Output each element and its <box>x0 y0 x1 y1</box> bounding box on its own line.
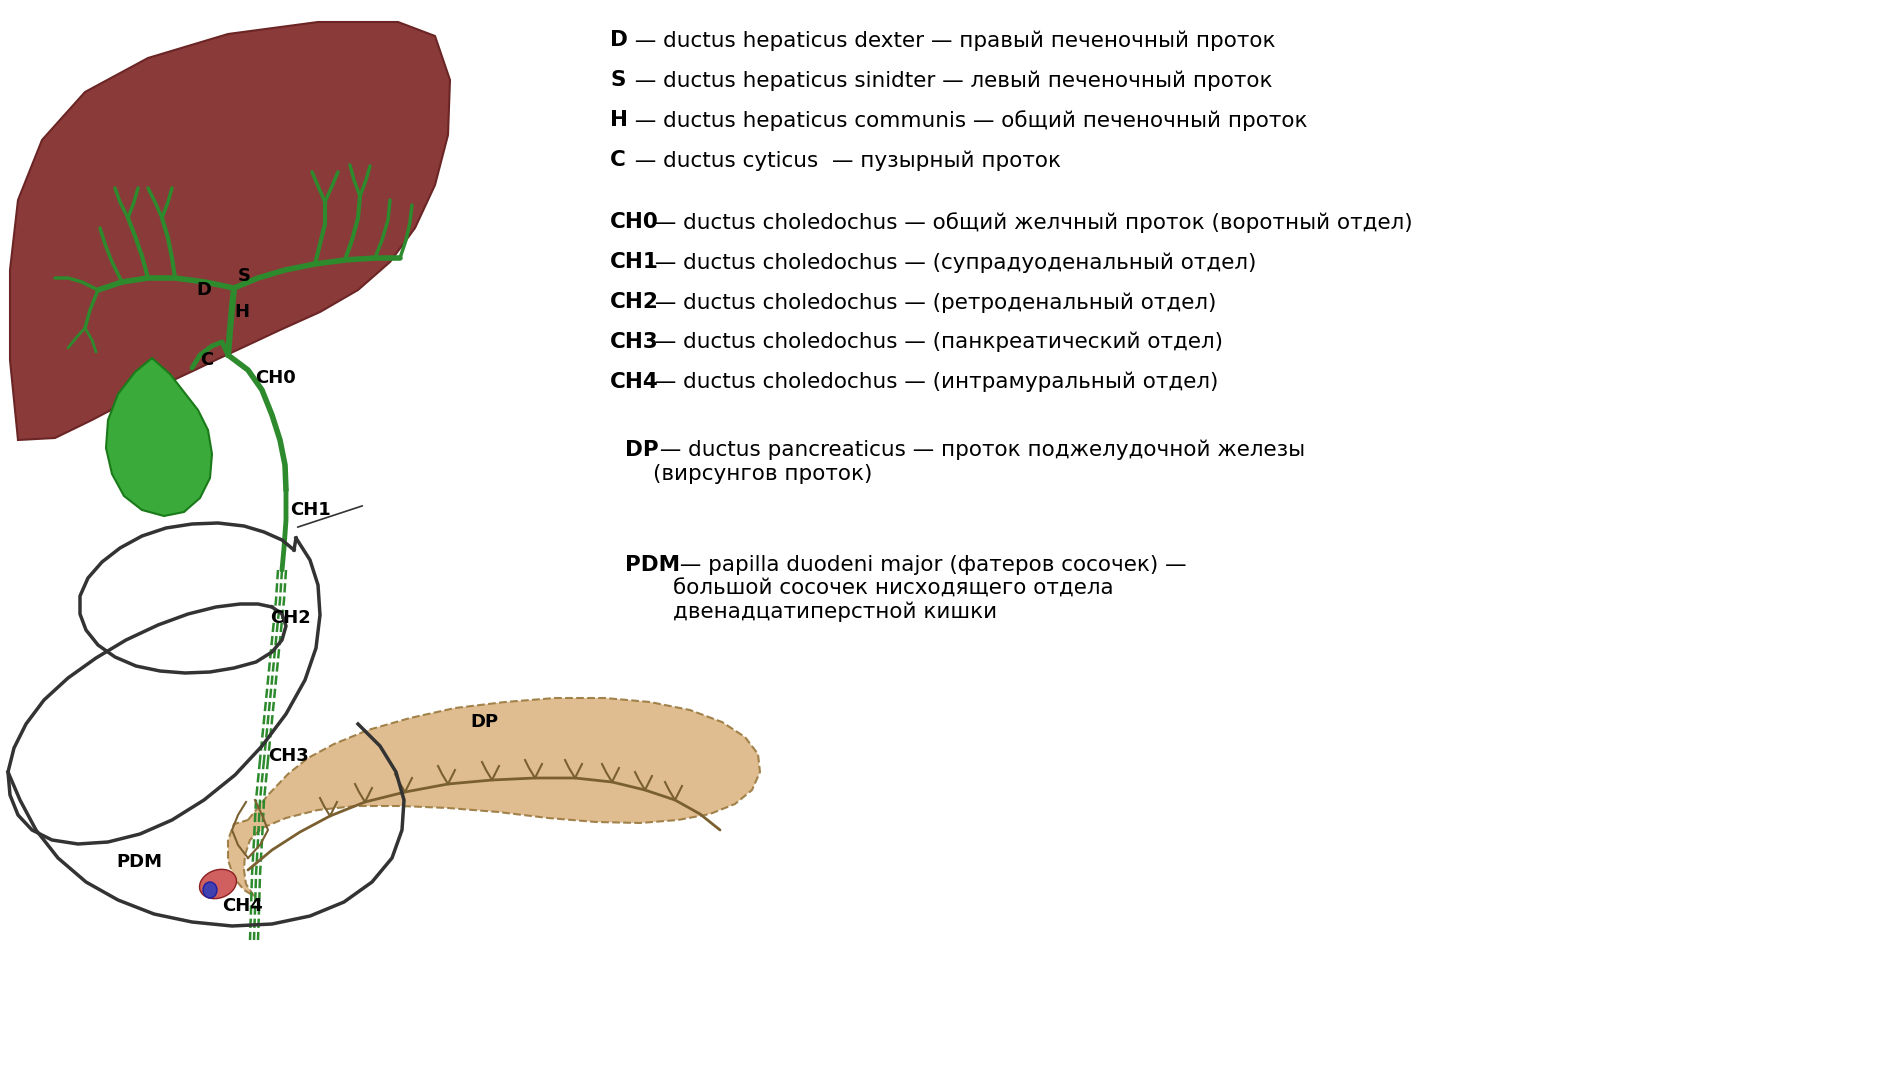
Text: CH0: CH0 <box>255 369 295 387</box>
Polygon shape <box>229 698 759 896</box>
Text: H: H <box>234 303 249 321</box>
Text: — ductus choledochus — (интрамуральный отдел): — ductus choledochus — (интрамуральный о… <box>648 372 1218 392</box>
Text: CH0: CH0 <box>610 212 659 232</box>
Text: S: S <box>238 267 251 285</box>
Text: S: S <box>610 70 625 90</box>
Text: CH2: CH2 <box>270 609 310 627</box>
Text: — ductus hepaticus communis — общий печеночный проток: — ductus hepaticus communis — общий пече… <box>627 110 1307 131</box>
Polygon shape <box>9 22 450 440</box>
Text: D: D <box>196 281 212 299</box>
Text: CH3: CH3 <box>610 332 659 352</box>
Text: H: H <box>610 110 627 130</box>
Text: DP: DP <box>625 440 657 460</box>
Text: — ductus choledochus — (панкреатический отдел): — ductus choledochus — (панкреатический … <box>648 332 1222 353</box>
Text: CH4: CH4 <box>221 897 263 915</box>
Text: D: D <box>610 30 627 50</box>
Text: — ductus pancreaticus — проток поджелудочной железы
(вирсунгов проток): — ductus pancreaticus — проток поджелудо… <box>654 440 1305 484</box>
Text: — ductus hepaticus sinidter — левый печеночный проток: — ductus hepaticus sinidter — левый пече… <box>627 70 1271 90</box>
Text: — papilla duodeni major (фатеров сосочек) —
большой сосочек нисходящего отдела
д: — papilla duodeni major (фатеров сосочек… <box>672 555 1186 622</box>
Text: PDM: PDM <box>625 555 680 575</box>
Text: — ductus hepaticus dexter — правый печеночный проток: — ductus hepaticus dexter — правый печен… <box>627 30 1275 50</box>
Text: C: C <box>200 351 213 369</box>
Text: CH2: CH2 <box>610 292 659 313</box>
Text: — ductus cyticus  — пузырный проток: — ductus cyticus — пузырный проток <box>627 150 1060 171</box>
Text: — ductus choledochus — (супрадуоденальный отдел): — ductus choledochus — (супрадуоденальны… <box>648 252 1256 272</box>
Text: PDM: PDM <box>115 853 162 871</box>
Text: — ductus choledochus — общий желчный проток (воротный отдел): — ductus choledochus — общий желчный про… <box>648 212 1411 233</box>
Text: DP: DP <box>470 713 499 731</box>
Text: C: C <box>610 150 625 170</box>
Polygon shape <box>106 358 212 516</box>
Text: CH1: CH1 <box>289 501 331 519</box>
Text: — ductus choledochus — (ретроденальный отдел): — ductus choledochus — (ретроденальный о… <box>648 292 1217 313</box>
Ellipse shape <box>200 869 236 898</box>
Ellipse shape <box>202 882 217 898</box>
Text: CH1: CH1 <box>610 252 659 272</box>
Text: CH4: CH4 <box>610 372 659 392</box>
Text: CH3: CH3 <box>268 747 308 764</box>
